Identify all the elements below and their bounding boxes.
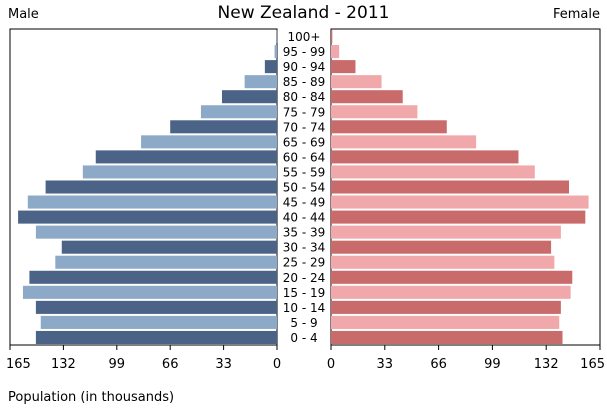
age-label-12: 40 - 44: [283, 211, 326, 225]
male-bar-15: [55, 255, 278, 269]
age-label-1: 95 - 99: [283, 45, 326, 59]
male-bar-16: [29, 270, 277, 284]
female-bar-15: [331, 255, 555, 269]
female-bar-0: [331, 30, 333, 44]
male-bar-14: [61, 240, 278, 254]
x-tick-label-8: 66: [430, 357, 447, 372]
x-tick-label-10: 132: [534, 357, 559, 372]
age-label-2: 90 - 94: [283, 60, 326, 74]
age-label-7: 65 - 69: [283, 135, 326, 149]
x-axis-label: Population (in thousands): [8, 390, 175, 405]
age-label-8: 60 - 64: [283, 150, 326, 164]
x-tick-label-5: 0: [273, 357, 281, 372]
age-label-6: 70 - 74: [283, 120, 326, 134]
male-bar-1: [274, 45, 277, 59]
female-bar-11: [331, 195, 589, 209]
male-bar-12: [18, 210, 277, 224]
male-bar-10: [45, 180, 277, 194]
age-label-19: 5 - 9: [290, 316, 317, 330]
female-bar-13: [331, 225, 561, 239]
male-bar-7: [141, 135, 277, 149]
male-bar-3: [244, 75, 277, 89]
male-bar-11: [27, 195, 277, 209]
female-bar-16: [331, 270, 573, 284]
age-label-4: 80 - 84: [283, 90, 326, 104]
age-label-5: 75 - 79: [283, 105, 326, 119]
age-label-9: 55 - 59: [283, 165, 326, 179]
male-bar-9: [82, 165, 278, 179]
female-bar-19: [331, 315, 560, 329]
age-label-10: 50 - 54: [283, 181, 326, 195]
age-label-20: 0 - 4: [290, 331, 317, 345]
female-bar-1: [331, 45, 340, 59]
female-bar-5: [331, 105, 418, 119]
age-label-0: 100+: [288, 30, 321, 44]
x-tick-label-4: 33: [215, 357, 232, 372]
x-tick-label-0: 165: [6, 357, 31, 372]
female-bar-18: [331, 300, 561, 314]
male-bar-8: [95, 150, 277, 164]
age-label-14: 30 - 34: [283, 241, 326, 255]
male-bar-2: [264, 60, 277, 74]
male-bar-13: [35, 225, 278, 239]
x-tick-label-6: 0: [327, 357, 335, 372]
male-bar-5: [200, 105, 277, 119]
x-tick-label-11: 165: [580, 357, 605, 372]
male-bar-17: [22, 285, 278, 299]
male-bar-19: [40, 315, 277, 329]
male-bar-20: [35, 330, 278, 344]
age-label-15: 25 - 29: [283, 256, 326, 270]
female-bar-6: [331, 120, 447, 134]
x-tick-label-2: 99: [109, 357, 126, 372]
male-bar-4: [221, 90, 277, 104]
female-bar-9: [331, 165, 535, 179]
female-bar-20: [331, 330, 563, 344]
x-tick-label-7: 33: [377, 357, 394, 372]
female-bar-12: [331, 210, 586, 224]
x-tick-label-1: 132: [51, 357, 76, 372]
female-bar-10: [331, 180, 570, 194]
male-bar-6: [170, 120, 277, 134]
age-label-11: 45 - 49: [283, 196, 326, 210]
female-bar-7: [331, 135, 477, 149]
female-bar-4: [331, 90, 403, 104]
male-label: Male: [8, 7, 39, 22]
age-label-3: 85 - 89: [283, 75, 326, 89]
female-bar-2: [331, 60, 356, 74]
age-label-17: 15 - 19: [283, 286, 326, 300]
female-bar-17: [331, 285, 571, 299]
age-label-18: 10 - 14: [283, 301, 326, 315]
male-bar-18: [35, 300, 278, 314]
age-label-13: 35 - 39: [283, 226, 326, 240]
x-tick-label-3: 66: [162, 357, 179, 372]
female-bar-14: [331, 240, 552, 254]
female-bar-8: [331, 150, 519, 164]
female-label: Female: [552, 7, 600, 22]
female-bar-3: [331, 75, 382, 89]
chart-title: New Zealand - 2011: [217, 3, 390, 23]
age-label-16: 20 - 24: [283, 271, 326, 285]
male-bar-0: [276, 30, 278, 44]
x-tick-label-9: 99: [484, 357, 501, 372]
